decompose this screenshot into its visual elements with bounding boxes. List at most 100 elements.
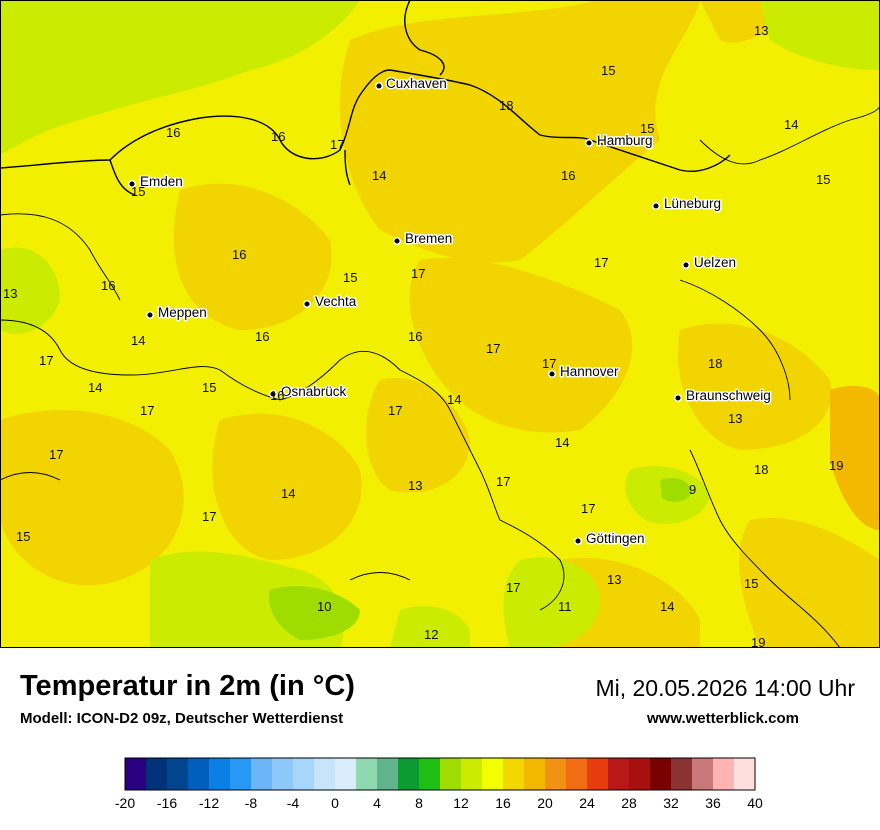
city-dot-bremen <box>392 236 402 246</box>
city-label-braunschweig: Braunschweig <box>686 388 771 403</box>
legend-tick-label: 4 <box>373 795 381 811</box>
city-dot-hannover <box>547 369 557 379</box>
city-label-goettingen: Göttingen <box>586 531 645 546</box>
legend-tick-label: 40 <box>747 795 763 811</box>
temp-label: 14 <box>88 380 102 395</box>
legend-swatch <box>167 758 189 790</box>
temp-label: 16 <box>166 125 180 140</box>
legend-swatch <box>692 758 714 790</box>
legend-swatch <box>398 758 420 790</box>
legend-tick-label: -4 <box>287 795 300 811</box>
legend-tick-label: -8 <box>245 795 258 811</box>
temp-label: 11 <box>558 599 572 614</box>
city-dot-lueneburg <box>651 201 661 211</box>
legend-swatch <box>293 758 315 790</box>
city-label-hamburg: Hamburg <box>597 133 653 148</box>
temp-label: 14 <box>660 599 674 614</box>
city-dot-hamburg <box>584 138 594 148</box>
temp-label: 16 <box>271 129 285 144</box>
temp-label: 15 <box>640 121 654 136</box>
temp-label: 15 <box>343 270 357 285</box>
state-borders <box>0 104 880 648</box>
temp-label: 13 <box>3 286 17 301</box>
temp-label: 14 <box>131 333 145 348</box>
temp-label: 16 <box>255 329 269 344</box>
legend-tick-label: 24 <box>579 795 595 811</box>
legend-tick-label: -20 <box>115 795 135 811</box>
temp-label: 16 <box>101 278 115 293</box>
city-markers: Cuxhaven Hamburg Emden Lüneburg Bremen U… <box>127 75 772 548</box>
legend-tick-label: 20 <box>537 795 553 811</box>
temp-label: 19 <box>751 635 765 648</box>
temp-label: 10 <box>317 599 331 614</box>
temp-label: 14 <box>447 392 461 407</box>
city-dot-braunschweig <box>673 393 683 403</box>
temp-label: 12 <box>424 627 438 642</box>
city-label-emden: Emden <box>140 174 183 189</box>
city-label-meppen: Meppen <box>158 305 207 320</box>
temp-label: 19 <box>829 458 843 473</box>
city-dot-goettingen <box>573 536 583 546</box>
legend-swatch <box>377 758 399 790</box>
legend-swatch <box>461 758 483 790</box>
legend-swatch <box>314 758 336 790</box>
temp-label: 17 <box>140 403 154 418</box>
website-link[interactable]: www.wetterblick.com <box>647 710 799 727</box>
temperature-labels: 13 15 18 15 16 16 17 14 16 14 15 15 16 1… <box>3 23 843 648</box>
temp-label: 14 <box>372 168 386 183</box>
model-info: Modell: ICON-D2 09z, Deutscher Wetterdie… <box>20 710 344 727</box>
legend-swatch <box>671 758 693 790</box>
temp-label: 18 <box>499 98 513 113</box>
legend-swatch <box>146 758 168 790</box>
legend-swatch <box>734 758 756 790</box>
legend-tick-label: -12 <box>199 795 219 811</box>
legend-swatch <box>356 758 378 790</box>
warm-areas <box>0 0 880 648</box>
temp-label: 14 <box>784 117 798 132</box>
city-label-hannover: Hannover <box>560 364 619 379</box>
temp-label: 14 <box>281 486 295 501</box>
temp-label: 15 <box>601 63 615 78</box>
legend-tick-label: 36 <box>705 795 721 811</box>
legend-swatch <box>419 758 441 790</box>
temp-label: 13 <box>607 572 621 587</box>
legend-swatch <box>272 758 294 790</box>
temp-label: 14 <box>555 435 569 450</box>
city-label-vechta: Vechta <box>315 294 357 309</box>
temp-label: 17 <box>496 474 510 489</box>
legend-swatch <box>440 758 462 790</box>
legend-swatch <box>713 758 735 790</box>
legend-swatch <box>251 758 273 790</box>
temp-label: 18 <box>754 462 768 477</box>
legend-swatch <box>566 758 588 790</box>
temp-label: 17 <box>411 266 425 281</box>
temp-label: 13 <box>728 411 742 426</box>
temp-label: 16 <box>561 168 575 183</box>
temp-label: 17 <box>39 353 53 368</box>
city-label-cuxhaven: Cuxhaven <box>386 76 447 91</box>
temp-label: 16 <box>270 388 284 403</box>
forecast-datetime: Mi, 20.05.2026 14:00 Uhr <box>595 675 855 701</box>
temp-label: 17 <box>486 341 500 356</box>
city-dot-emden <box>127 179 137 189</box>
temp-label: 15 <box>202 380 216 395</box>
legend-tick-label: 0 <box>331 795 339 811</box>
legend-swatch <box>650 758 672 790</box>
color-legend: -20 -16 -12 -8 -4 0 4 8 12 16 20 24 28 32 36 40 <box>115 757 763 811</box>
temp-label: 17 <box>388 403 402 418</box>
temp-label: 17 <box>330 137 344 152</box>
city-label-uelzen: Uelzen <box>694 255 736 270</box>
footer: Temperatur in 2m (in °C) Modell: ICON-D2… <box>0 648 880 830</box>
legend-swatch <box>482 758 504 790</box>
legend-swatch <box>209 758 231 790</box>
temp-label: 15 <box>131 184 145 199</box>
temperature-map[interactable]: Cuxhaven Hamburg Emden Lüneburg Bremen U… <box>0 0 880 648</box>
legend-swatch <box>524 758 546 790</box>
legend-tick-label: 12 <box>453 795 469 811</box>
city-label-osnabrueck: Osnabrück <box>281 384 347 399</box>
city-dot-meppen <box>145 310 155 320</box>
coolest-areas <box>269 478 692 640</box>
coastlines <box>0 0 731 196</box>
temp-label: 17 <box>542 356 556 371</box>
legend-swatch <box>587 758 609 790</box>
